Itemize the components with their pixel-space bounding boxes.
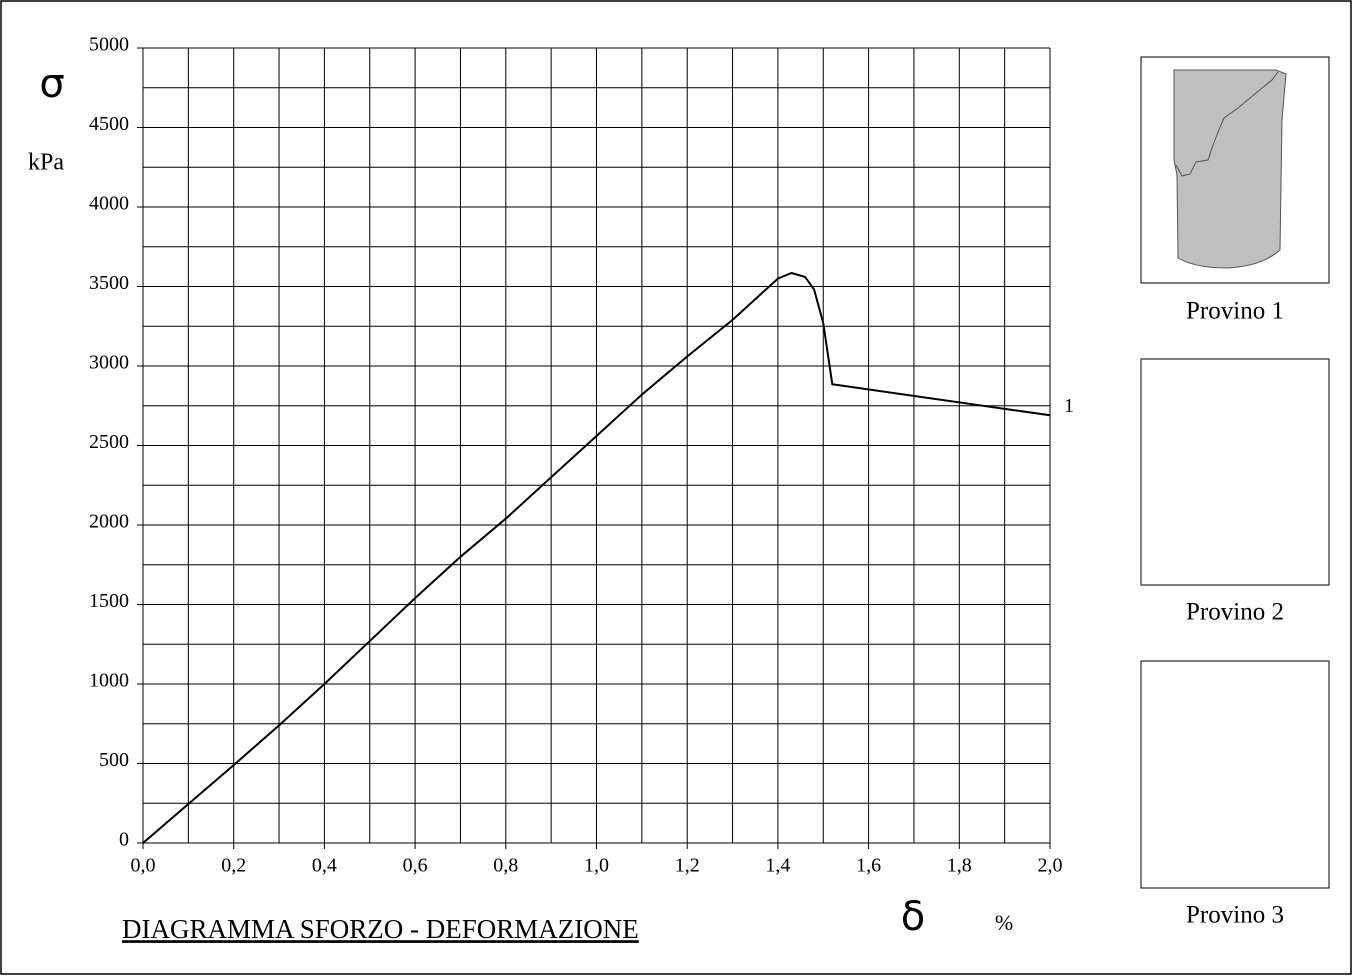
specimen-label: Provino 1 [1186, 298, 1284, 325]
x-label: δ [901, 894, 925, 940]
y-tick-label: 4000 [89, 193, 129, 215]
x-tick-label: 0,2 [221, 855, 246, 877]
y-tick-label: 1500 [89, 590, 129, 612]
y-tick-label: 2500 [89, 431, 129, 453]
x-tick-label: 1,2 [675, 855, 700, 877]
x-tick-label: 0,4 [312, 855, 337, 877]
fracture-line [1175, 71, 1279, 177]
x-tick-label: 0,6 [403, 855, 428, 877]
y-label: σ [39, 61, 64, 107]
x-tick-label: 1,8 [947, 855, 972, 877]
y-tick-label: 3500 [89, 272, 129, 294]
x-tick-label: 1,4 [765, 855, 790, 877]
specimen-box [1140, 660, 1330, 889]
x-unit: % [995, 910, 1013, 935]
y-unit: kPa [28, 150, 64, 176]
x-tick-label: 1,0 [584, 855, 609, 877]
specimen-box [1140, 358, 1330, 586]
y-tick-label: 1000 [89, 670, 129, 692]
y-tick-label: 0 [119, 829, 129, 851]
specimen-box [1140, 56, 1330, 284]
y-tick-label: 4500 [89, 113, 129, 135]
specimen-label: Provino 3 [1186, 902, 1284, 929]
series-label: 1 [1064, 395, 1074, 417]
specimen-label: Provino 2 [1186, 599, 1284, 626]
specimen-drawing [1173, 69, 1287, 269]
chart-title: DIAGRAMMA SFORZO - DEFORMAZIONE [122, 914, 639, 944]
x-tick-label: 0,0 [131, 855, 156, 877]
data-line [142, 271, 1051, 844]
y-tick-label: 5000 [89, 34, 129, 56]
y-tick-label: 500 [99, 749, 129, 771]
x-tick-label: 1,6 [856, 855, 881, 877]
x-tick-label: 2,0 [1038, 855, 1063, 877]
y-tick-label: 3000 [89, 352, 129, 374]
x-tick-label: 0,8 [493, 855, 518, 877]
y-tick-label: 2000 [89, 511, 129, 533]
